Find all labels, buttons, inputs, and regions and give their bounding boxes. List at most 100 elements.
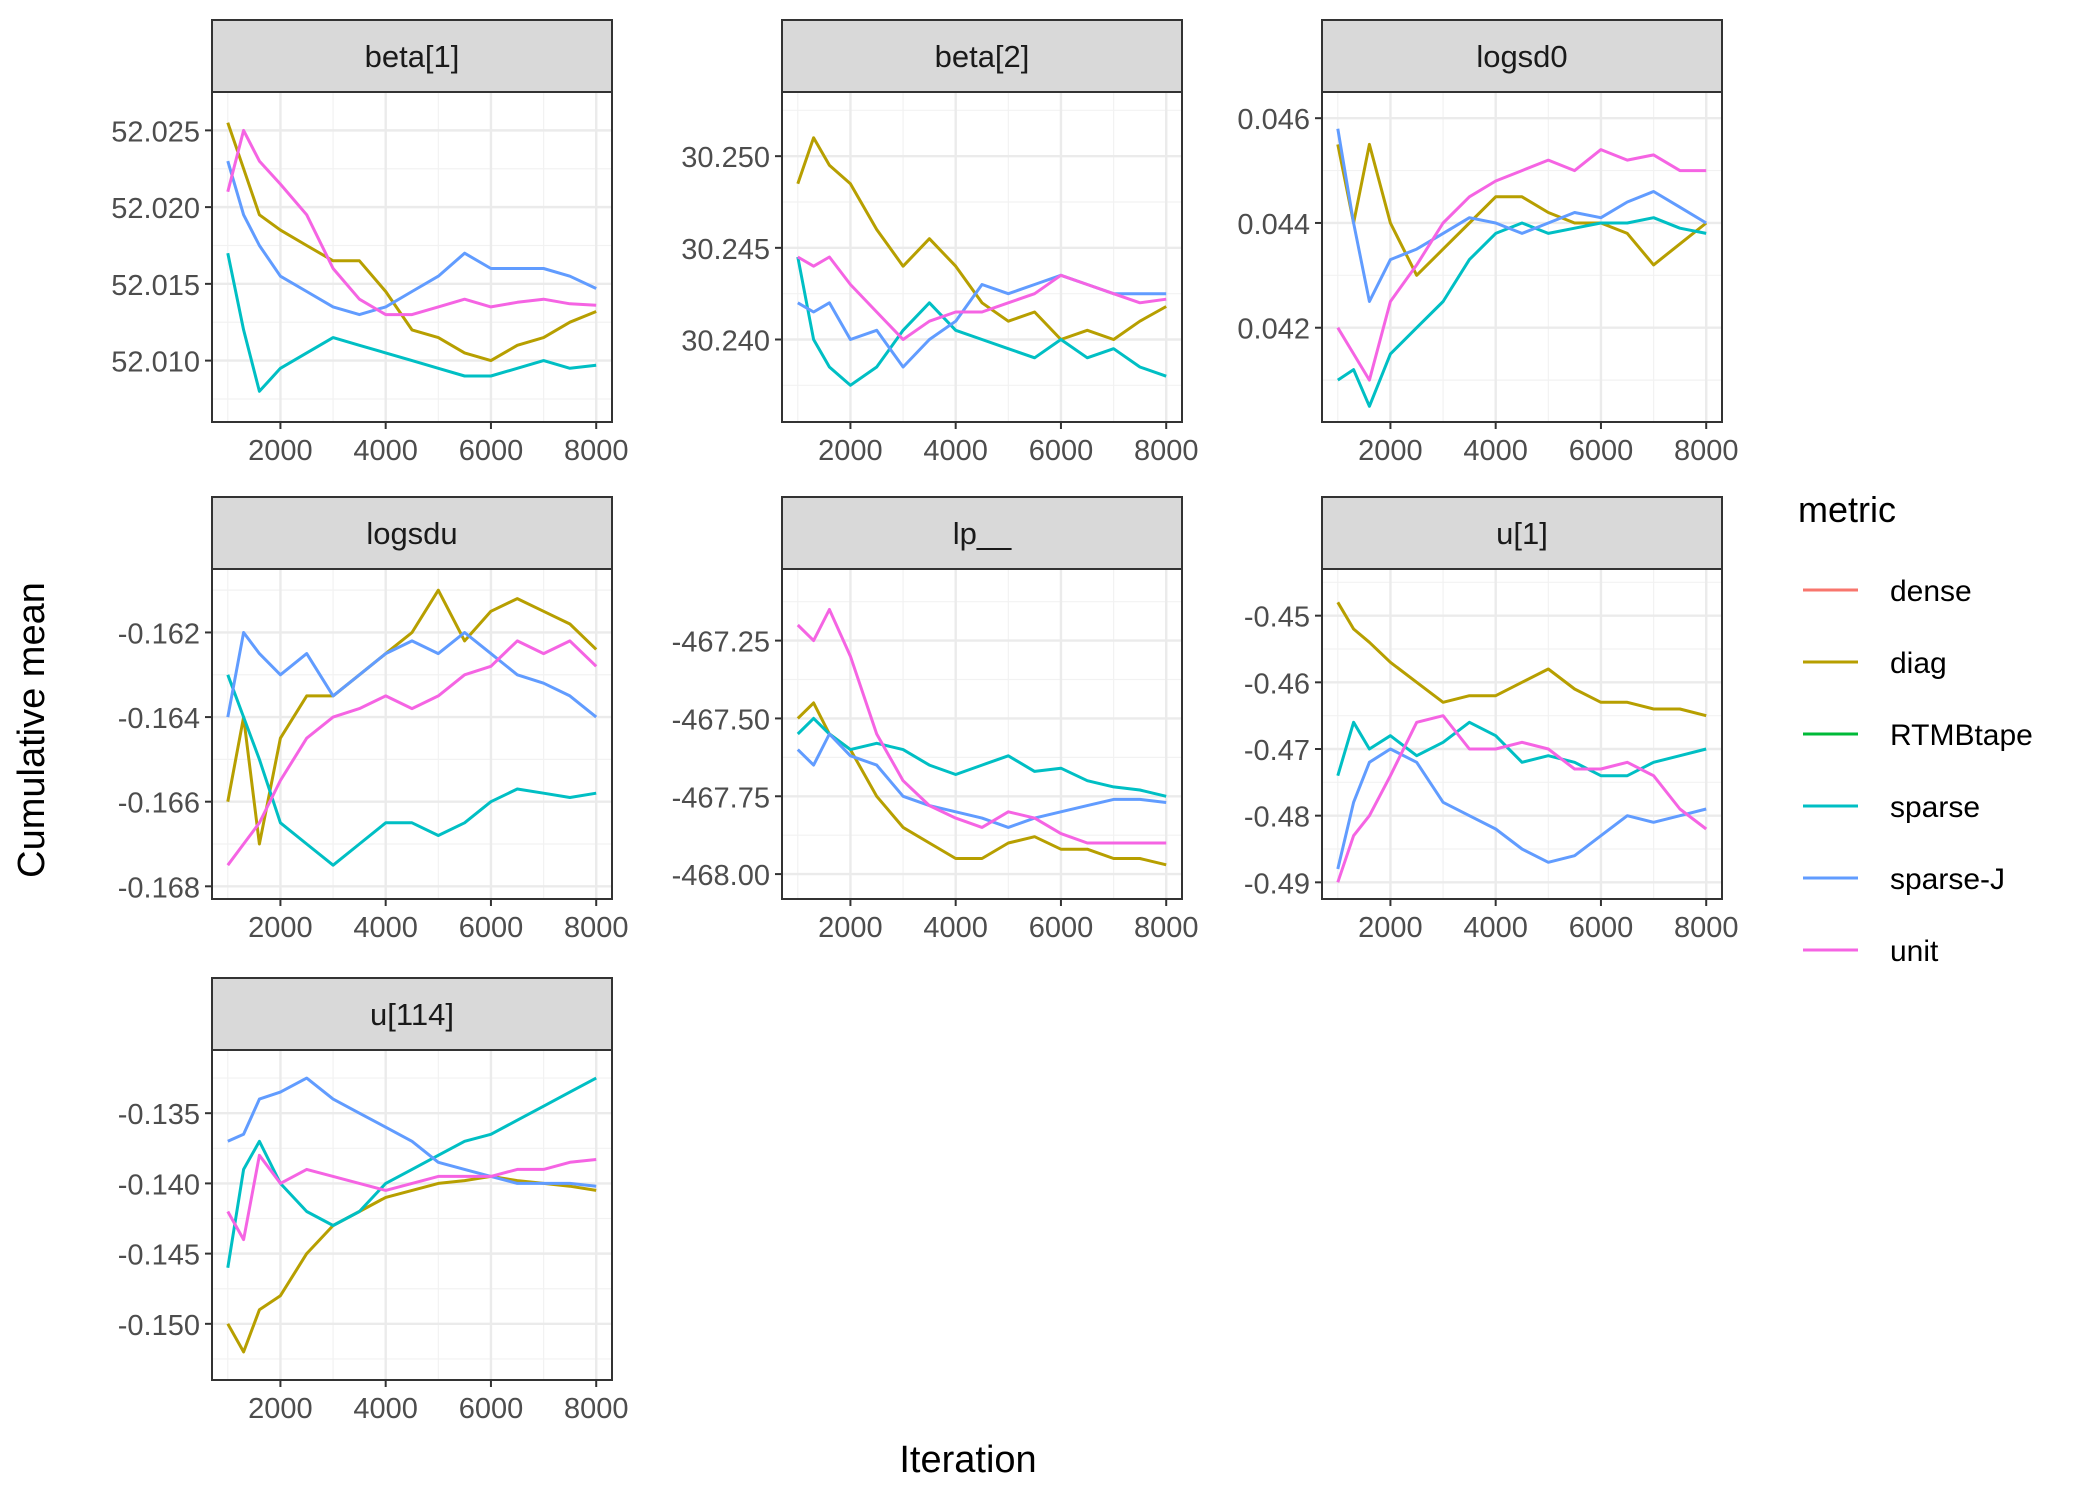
series-line-sparse-j [1336, 747, 1707, 870]
series-line-unit [1336, 148, 1707, 382]
x-tick-label: 8000 [564, 1393, 629, 1425]
x-tick-label: 8000 [564, 912, 629, 944]
series-line-unit [226, 639, 598, 867]
x-tick-label: 6000 [459, 912, 524, 944]
x-tick-label: 4000 [923, 912, 988, 944]
legend-item-diag: diag [1803, 647, 1947, 680]
plot-background [212, 1050, 612, 1380]
legend-item-sparse-j: sparse-J [1803, 863, 2005, 896]
plot-background [1322, 92, 1722, 422]
x-tick-label: 4000 [353, 435, 418, 467]
series-line-sparse [796, 716, 1167, 798]
plot-background [212, 569, 612, 899]
y-tick-label: 52.020 [111, 193, 200, 225]
facet-strip [1321, 496, 1723, 570]
y-tick-label: 0.042 [1237, 314, 1310, 346]
x-tick-label: 6000 [1029, 435, 1094, 467]
x-tick-label: 6000 [459, 435, 524, 467]
x-tick-label: 2000 [818, 912, 883, 944]
plot-background [212, 92, 612, 422]
y-tick-label: -0.145 [118, 1240, 200, 1272]
series-line-sparse-j [796, 732, 1167, 829]
y-tick-label: -0.48 [1244, 802, 1310, 834]
x-tick-label: 2000 [248, 435, 313, 467]
series-line-sparse-j [1336, 128, 1707, 303]
y-axis-title: Cumulative mean [11, 582, 53, 878]
series-line-diag [226, 122, 597, 363]
panel-u-1: u[1] -0.49 -0.48 -0.47 -0.46 -0.45 2000 4000 600… [1244, 496, 1739, 944]
series-line-sparse [226, 1076, 597, 1268]
x-tick-label: 8000 [1134, 435, 1199, 467]
y-tick-label: -0.46 [1244, 668, 1310, 700]
legend-label: dense [1890, 575, 1972, 608]
x-tick-label: 8000 [1674, 912, 1739, 944]
panel-border [781, 91, 1183, 423]
facet-strip [211, 19, 613, 93]
series-line-unit [226, 128, 597, 317]
facet-strip-label: u[114] [370, 997, 454, 1032]
legend-label: unit [1890, 935, 1939, 968]
x-axis-title: Iteration [899, 1439, 1036, 1481]
x-tick-label: 6000 [1569, 912, 1634, 944]
x-tick-label: 4000 [923, 435, 988, 467]
legend-item-unit: unit [1803, 935, 1939, 968]
y-tick-label: -0.140 [118, 1169, 200, 1201]
y-tick-label: -467.75 [672, 782, 770, 814]
y-tick-label: 0.044 [1237, 209, 1310, 241]
facet-strip-label: beta[2] [935, 39, 1030, 74]
series-line-sparse-j [227, 1076, 597, 1188]
plot-background [782, 92, 1182, 422]
y-tick-label: -0.162 [118, 618, 200, 650]
legend-item-dense: dense [1803, 575, 1972, 608]
y-tick-label: -0.47 [1244, 735, 1310, 767]
panel-beta-2: beta[2] 30.240 30.245 30.250 2000 4000 6000 800… [681, 19, 1199, 467]
panel-border [211, 568, 613, 900]
facet-strip [781, 496, 1183, 570]
series-line-unit [796, 608, 1167, 845]
legend-label: sparse [1890, 791, 1980, 824]
x-tick-label: 2000 [818, 435, 883, 467]
facet-strip-label: logsd0 [1476, 39, 1567, 74]
legend-title: metric [1798, 489, 1896, 530]
legend-label: diag [1890, 647, 1947, 680]
y-tick-label: -0.45 [1244, 602, 1310, 634]
legend-item-rtmbtape: RTMBtape [1803, 719, 2033, 752]
y-tick-label: -468.00 [672, 860, 770, 892]
facet-strip [1321, 19, 1723, 93]
y-tick-label: -0.166 [118, 788, 200, 820]
x-tick-label: 2000 [1358, 912, 1423, 944]
x-tick-label: 6000 [1569, 435, 1634, 467]
y-tick-label: 52.015 [111, 270, 200, 302]
panel-logsdu: logsdu -0.168 -0.166 -0.164 -0.162 2000 4000 60… [118, 496, 629, 944]
y-tick-label: 52.010 [111, 347, 200, 379]
series-line-sparse-j [226, 160, 597, 317]
facet-strip [211, 977, 613, 1051]
series-line-diag [796, 136, 1167, 341]
legend-entries: dense diag RTMBtape sparse sparse-J unit [1803, 575, 2033, 968]
x-tick-label: 4000 [353, 912, 418, 944]
panel-border [211, 1049, 613, 1381]
y-tick-label: -467.25 [672, 627, 770, 659]
plot-background [782, 569, 1182, 899]
y-tick-label: -467.50 [672, 704, 770, 736]
x-tick-label: 2000 [1358, 435, 1423, 467]
panel-lp: lp__ -468.00 -467.75 -467.50 -467.25 2000 4000… [672, 496, 1199, 944]
y-tick-label: -0.150 [118, 1310, 200, 1342]
y-tick-label: 0.046 [1237, 104, 1310, 136]
x-tick-label: 4000 [1463, 435, 1528, 467]
facet-strip-label: logsdu [366, 516, 457, 551]
x-tick-label: 8000 [1134, 912, 1199, 944]
y-tick-label: -0.49 [1244, 868, 1310, 900]
facet-strip-label: beta[1] [365, 39, 460, 74]
series-line-unit [226, 1153, 597, 1242]
x-tick-label: 2000 [248, 1393, 313, 1425]
panel-u-114: u[114] -0.150 -0.145 -0.140 -0.135 2000 4000 60… [118, 977, 629, 1425]
y-tick-label: 52.025 [111, 116, 200, 148]
series-line-sparse-j [226, 631, 598, 719]
series-line-unit [1336, 714, 1708, 883]
y-tick-label: -0.164 [118, 703, 200, 735]
panel-beta-1: beta[1] 52.010 52.015 52.020 52.025 2000 4000 6… [111, 19, 628, 467]
series-line-sparse [226, 252, 597, 393]
x-tick-label: 4000 [353, 1393, 418, 1425]
